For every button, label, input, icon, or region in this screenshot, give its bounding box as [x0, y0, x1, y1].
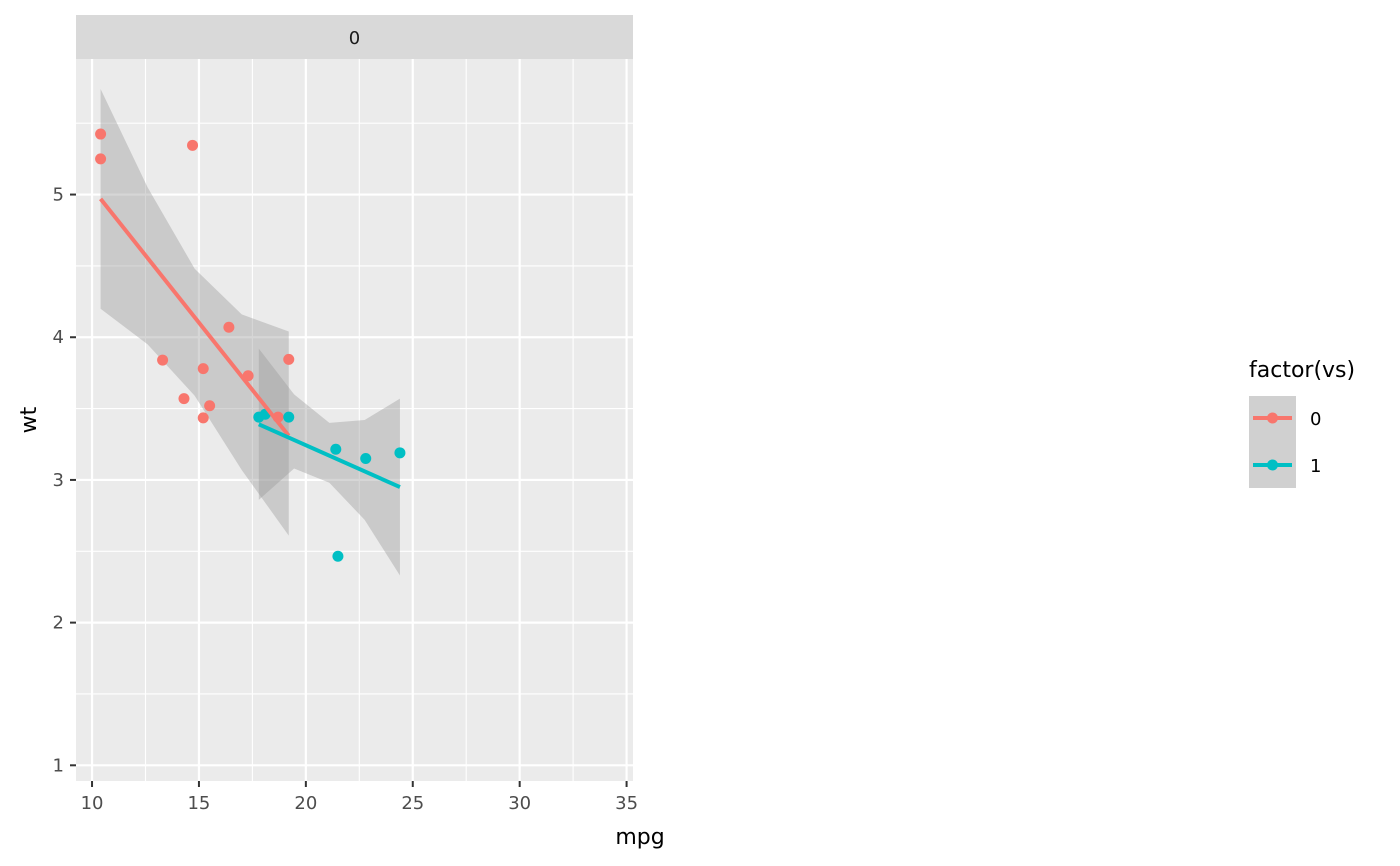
legend-key-1-point: [1267, 459, 1278, 471]
grid-minor-lines: [76, 59, 633, 781]
legend-title: factor(vs): [1249, 358, 1355, 383]
data-point-0: [204, 400, 216, 412]
facet-strip: [76, 15, 633, 59]
legend-keys-background: [1249, 396, 1296, 488]
legend-label-0: 0: [1310, 409, 1321, 430]
legend: factor(vs) 0 1: [1249, 358, 1355, 488]
data-point-1: [360, 453, 372, 465]
facet-strip-label: 0: [349, 28, 360, 49]
plot-panel: [76, 59, 633, 781]
y-tick-label: 3: [53, 470, 64, 491]
data-point-1: [330, 443, 342, 455]
data-point-1: [394, 447, 406, 459]
data-point-0: [178, 393, 190, 405]
y-tick-label: 2: [53, 613, 64, 634]
data-point-0: [95, 153, 107, 165]
grid-major-lines: [76, 59, 633, 781]
legend-key-0-point: [1267, 412, 1278, 424]
x-tick-label: 20: [294, 793, 317, 814]
data-point-0: [197, 363, 209, 375]
x-tick-label: 35: [615, 793, 638, 814]
confidence-band-1: [258, 348, 400, 576]
confidence-band-0: [100, 88, 289, 536]
confidence-bands: [100, 88, 400, 576]
data-point-0: [197, 412, 209, 424]
x-tick-label: 25: [401, 793, 424, 814]
data-point-0: [223, 321, 235, 333]
data-point-0: [283, 353, 295, 365]
x-tick-label: 15: [187, 793, 210, 814]
fit-line-1: [258, 422, 401, 489]
y-axis-title: wt: [17, 406, 42, 433]
y-axis: 1 2 3 4 5: [53, 185, 76, 776]
y-tick-label: 5: [53, 185, 64, 206]
legend-key-0: 0: [1253, 409, 1321, 430]
y-tick-label: 1: [53, 755, 64, 776]
fit-lines: [99, 197, 401, 489]
data-point-0: [95, 128, 107, 140]
x-tick-label: 30: [508, 793, 531, 814]
legend-label-1: 1: [1310, 456, 1321, 477]
y-tick-label: 4: [53, 327, 64, 348]
legend-key-1: 1: [1253, 456, 1321, 477]
data-points: [95, 128, 406, 562]
data-point-1: [283, 411, 295, 423]
fit-line-0: [99, 197, 291, 437]
data-point-1: [332, 550, 344, 562]
x-axis-title: mpg: [615, 825, 664, 850]
data-point-0: [187, 139, 199, 151]
x-axis: 10 15 20 25 30 35: [81, 781, 638, 814]
x-tick-label: 10: [81, 793, 104, 814]
data-point-0: [157, 354, 169, 366]
